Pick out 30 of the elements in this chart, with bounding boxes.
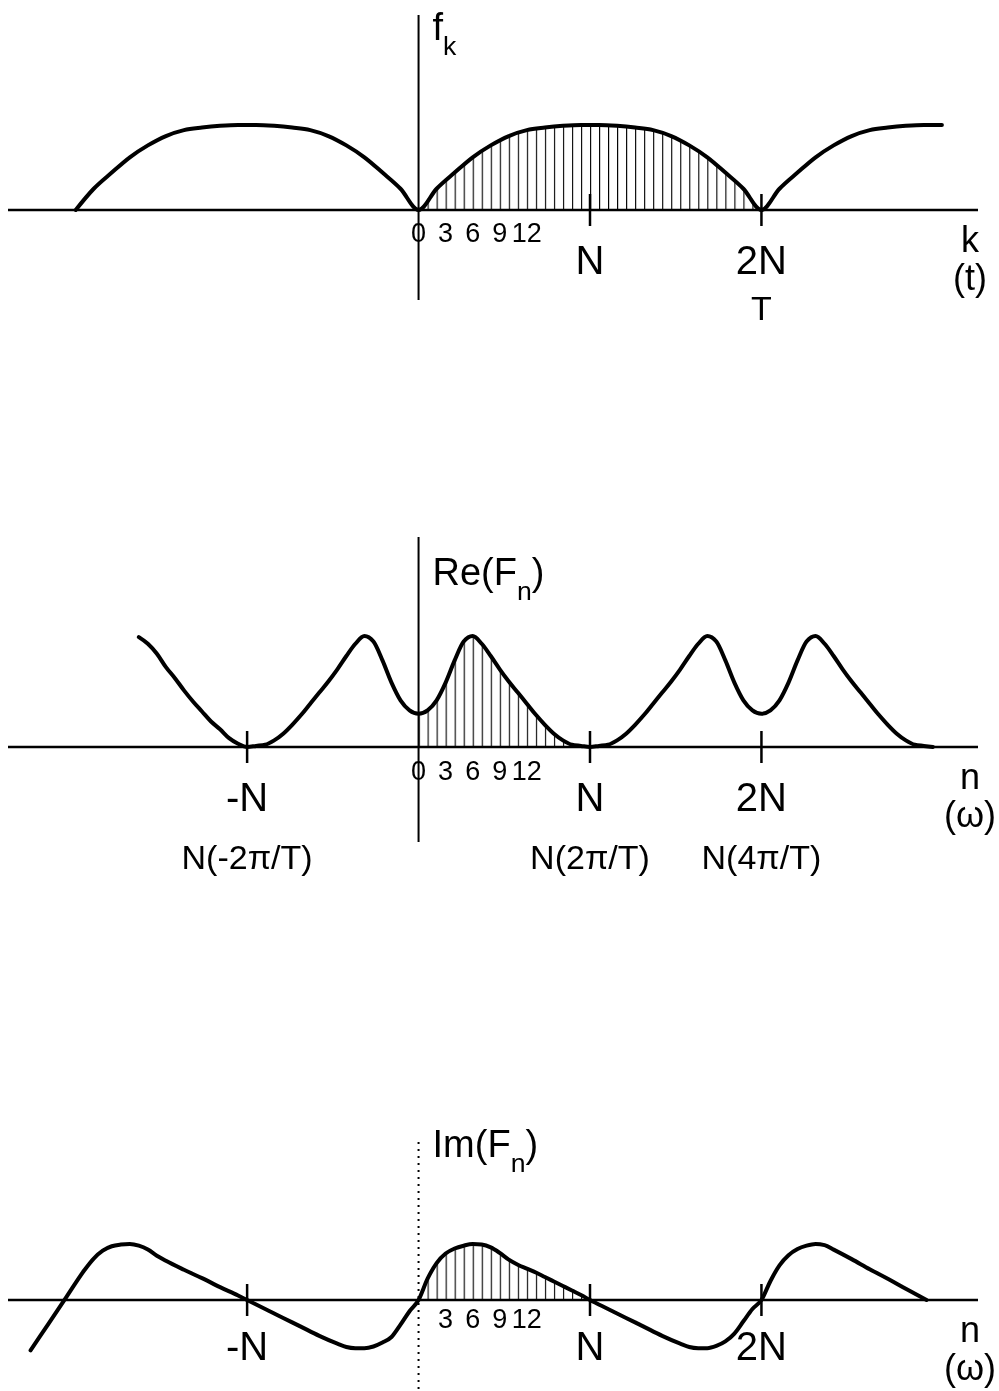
- x-tick-label: 12: [511, 756, 542, 786]
- x-tick-label: 3: [438, 1304, 454, 1334]
- annotation: N: [575, 238, 605, 282]
- x-tick-label: 3: [438, 756, 454, 786]
- text: N(4π/T): [701, 838, 822, 876]
- y-axis-title: Im(F$_{n}$): [432, 1123, 539, 1178]
- x-tick-label: 9: [492, 1304, 508, 1334]
- annotation: 2N: [735, 1324, 788, 1368]
- x-axis-title: n (ω): [943, 756, 997, 835]
- y-axis-title: Re(F$_{n}$): [432, 551, 545, 606]
- x-axis-title: n (ω): [943, 1309, 997, 1388]
- x-tick-label: 9: [492, 218, 508, 248]
- annotation: 2N: [735, 238, 788, 282]
- annotation: -N: [226, 775, 269, 819]
- annotation: 2N: [735, 775, 788, 819]
- x-tick-label: 6: [465, 1304, 481, 1334]
- annotation: N(2π/T): [530, 838, 650, 876]
- x-tick-label: 3: [438, 218, 454, 248]
- x-tick-label: 6: [465, 756, 481, 786]
- annotation: -N: [226, 1324, 269, 1368]
- y-axis-title: f$_{k}$: [432, 6, 458, 61]
- x-tick-label: 12: [511, 218, 542, 248]
- annotation: N: [575, 1324, 605, 1368]
- x-axis-title: k (t): [953, 219, 987, 298]
- annotation: N: [575, 775, 605, 819]
- x-tick-label: 6: [465, 218, 481, 248]
- x-tick-label: 9: [492, 756, 508, 786]
- x-tick-label: 12: [511, 1304, 542, 1334]
- annotation: T: [751, 289, 772, 327]
- annotation: N(-2π/T): [181, 838, 313, 876]
